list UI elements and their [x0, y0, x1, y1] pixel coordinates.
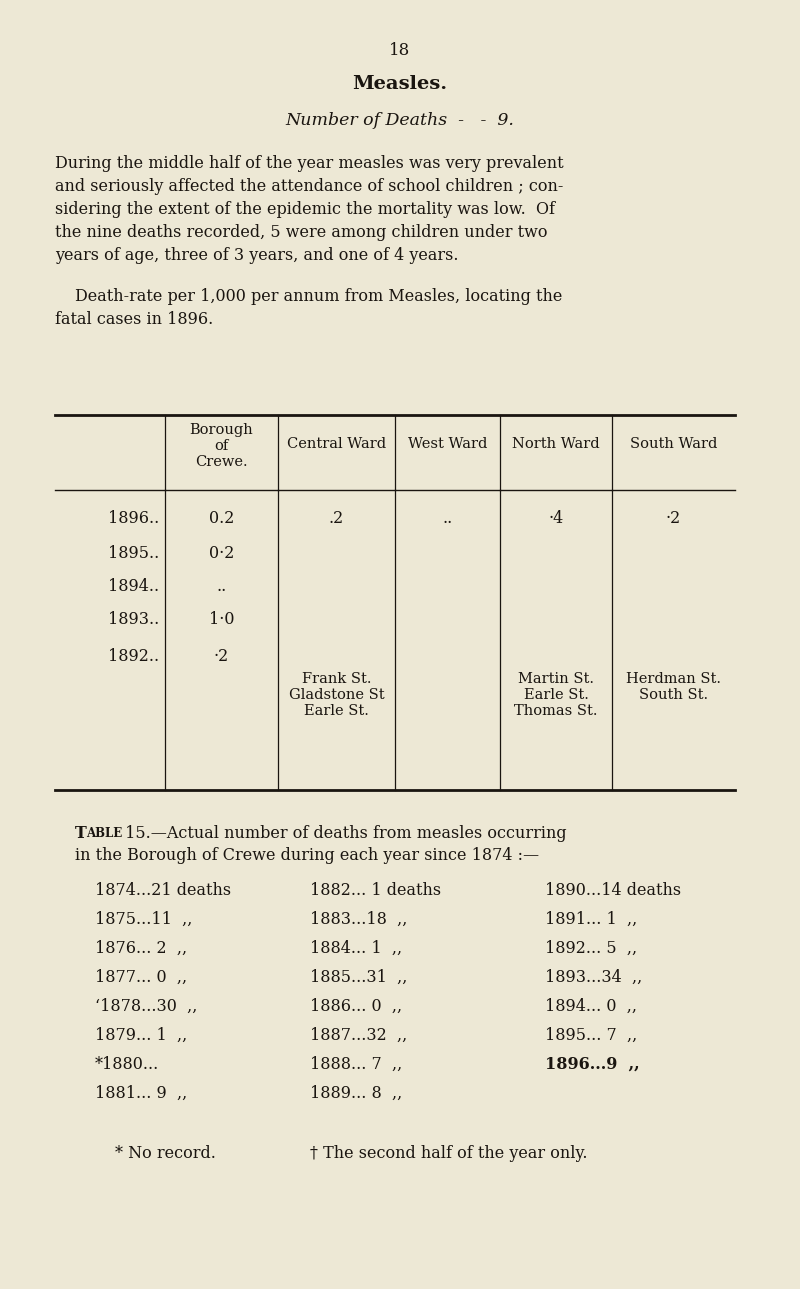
- Text: 1893..: 1893..: [108, 611, 159, 628]
- Text: 1892... 5  ,,: 1892... 5 ,,: [545, 940, 637, 956]
- Text: ABLE: ABLE: [86, 828, 122, 840]
- Text: South Ward: South Ward: [630, 437, 717, 451]
- Text: ..: ..: [216, 577, 226, 596]
- Text: ·2: ·2: [214, 648, 229, 665]
- Text: North Ward: North Ward: [512, 437, 600, 451]
- Text: T: T: [75, 825, 86, 842]
- Text: 1890...14 deaths: 1890...14 deaths: [545, 882, 681, 898]
- Text: Borough
of
Crewe.: Borough of Crewe.: [190, 423, 254, 469]
- Text: 1896..: 1896..: [108, 510, 159, 527]
- Text: 1896...9  ,,: 1896...9 ,,: [545, 1056, 640, 1072]
- Text: Martin St.
Earle St.
Thomas St.: Martin St. Earle St. Thomas St.: [514, 672, 598, 718]
- Text: Central Ward: Central Ward: [287, 437, 386, 451]
- Text: 1876... 2  ,,: 1876... 2 ,,: [95, 940, 187, 956]
- Text: * No record.: * No record.: [115, 1145, 216, 1161]
- Text: Frank St.
Gladstone St
Earle St.: Frank St. Gladstone St Earle St.: [289, 672, 384, 718]
- Text: sidering the extent of the epidemic the mortality was low.  Of: sidering the extent of the epidemic the …: [55, 201, 555, 218]
- Text: 1·0: 1·0: [209, 611, 234, 628]
- Text: 1877... 0  ,,: 1877... 0 ,,: [95, 969, 187, 986]
- Text: 1891... 1  ,,: 1891... 1 ,,: [545, 911, 638, 928]
- Text: West Ward: West Ward: [408, 437, 487, 451]
- Text: 1894..: 1894..: [108, 577, 159, 596]
- Text: 1885...31  ,,: 1885...31 ,,: [310, 969, 407, 986]
- Text: fatal cases in 1896.: fatal cases in 1896.: [55, 311, 214, 327]
- Text: and seriously affected the attendance of school children ; con-: and seriously affected the attendance of…: [55, 178, 563, 195]
- Text: 1893...34  ,,: 1893...34 ,,: [545, 969, 642, 986]
- Text: in the Borough of Crewe during each year since 1874 :—: in the Borough of Crewe during each year…: [75, 847, 539, 864]
- Text: Measles.: Measles.: [353, 75, 447, 93]
- Text: 0.2: 0.2: [209, 510, 234, 527]
- Text: † The second half of the year only.: † The second half of the year only.: [310, 1145, 587, 1161]
- Text: ·4: ·4: [548, 510, 564, 527]
- Text: 1895..: 1895..: [108, 545, 159, 562]
- Text: Number of Deaths  -   -  9.: Number of Deaths - - 9.: [286, 112, 514, 129]
- Text: .2: .2: [329, 510, 344, 527]
- Text: 1888... 7  ,,: 1888... 7 ,,: [310, 1056, 402, 1072]
- Text: ‘1878...30  ,,: ‘1878...30 ,,: [95, 998, 198, 1014]
- Text: *1880...: *1880...: [95, 1056, 159, 1072]
- Text: 1889... 8  ,,: 1889... 8 ,,: [310, 1085, 402, 1102]
- Text: 1883...18  ,,: 1883...18 ,,: [310, 911, 407, 928]
- Text: years of age, three of 3 years, and one of 4 years.: years of age, three of 3 years, and one …: [55, 247, 458, 264]
- Text: 0·2: 0·2: [209, 545, 234, 562]
- Text: 1895... 7  ,,: 1895... 7 ,,: [545, 1027, 638, 1044]
- Text: ·2: ·2: [666, 510, 681, 527]
- Text: 1886... 0  ,,: 1886... 0 ,,: [310, 998, 402, 1014]
- Text: ..: ..: [442, 510, 453, 527]
- Text: 1884... 1  ,,: 1884... 1 ,,: [310, 940, 402, 956]
- Text: 1874...21 deaths: 1874...21 deaths: [95, 882, 231, 898]
- Text: the nine deaths recorded, 5 were among children under two: the nine deaths recorded, 5 were among c…: [55, 224, 547, 241]
- Text: Death-rate per 1,000 per annum from Measles, locating the: Death-rate per 1,000 per annum from Meas…: [75, 287, 562, 305]
- Text: 1879... 1  ,,: 1879... 1 ,,: [95, 1027, 187, 1044]
- Text: 1875...11  ,,: 1875...11 ,,: [95, 911, 192, 928]
- Text: 15.—Actual number of deaths from measles occurring: 15.—Actual number of deaths from measles…: [120, 825, 566, 842]
- Text: 1881... 9  ,,: 1881... 9 ,,: [95, 1085, 187, 1102]
- Text: 1887...32  ,,: 1887...32 ,,: [310, 1027, 407, 1044]
- Text: 1892..: 1892..: [108, 648, 159, 665]
- Text: 1894... 0  ,,: 1894... 0 ,,: [545, 998, 637, 1014]
- Text: Herdman St.
South St.: Herdman St. South St.: [626, 672, 721, 703]
- Text: 1882... 1 deaths: 1882... 1 deaths: [310, 882, 441, 898]
- Text: During the middle half of the year measles was very prevalent: During the middle half of the year measl…: [55, 155, 564, 171]
- Text: 18: 18: [390, 43, 410, 59]
